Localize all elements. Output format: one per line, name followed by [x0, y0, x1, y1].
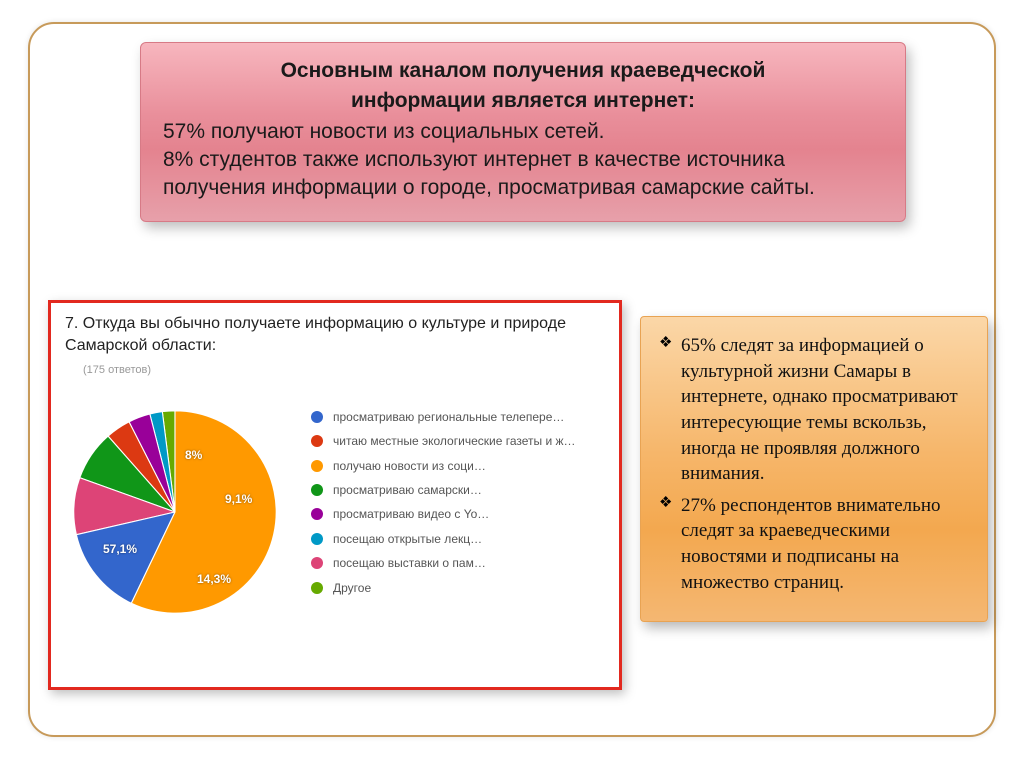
legend-swatch [311, 411, 323, 423]
chart-title: 7. Откуда вы обычно получаете информацию… [65, 313, 605, 358]
legend-item-other: Другое [311, 581, 605, 595]
right-bullet-item: 65% следят за информацией о культурной ж… [659, 333, 969, 487]
pie-wrap: 57,1%14,3%9,1%8% [65, 402, 295, 632]
legend-item-social: получаю новости из соци… [311, 459, 605, 473]
slide: Основным каналом получения краеведческой… [0, 0, 1024, 767]
legend-item-tv: просматриваю региональные телепере… [311, 410, 605, 424]
pie-chart-panel: 7. Откуда вы обычно получаете информацию… [48, 300, 622, 690]
legend-swatch [311, 557, 323, 569]
legend-label: просматриваю региональные телепере… [333, 410, 564, 424]
legend-swatch [311, 582, 323, 594]
right-bullets-panel: 65% следят за информацией о культурной ж… [640, 316, 988, 622]
legend-swatch [311, 533, 323, 545]
legend-label: получаю новости из соци… [333, 459, 486, 473]
legend-item-sites: просматриваю самарски… [311, 483, 605, 497]
legend-label: просматриваю видео с Yo… [333, 507, 489, 521]
legend-item-youtube: просматриваю видео с Yo… [311, 507, 605, 521]
right-bullets-list: 65% следят за информацией о культурной ж… [659, 333, 969, 595]
legend-swatch [311, 484, 323, 496]
legend-label: читаю местные экологические газеты и ж… [333, 434, 576, 448]
top-heading-line2: информации является интернет: [163, 87, 883, 115]
legend-item-lectures: посещаю открытые лекц… [311, 532, 605, 546]
top-info-panel: Основным каналом получения краеведческой… [140, 42, 906, 222]
top-panel-body: 57% получают новости из социальных сетей… [163, 118, 883, 203]
legend-label: посещаю открытые лекц… [333, 532, 482, 546]
top-heading-line1: Основным каналом получения краеведческой [163, 57, 883, 85]
pie-chart [65, 402, 285, 622]
legend-item-exhibit: посещаю выставки о пам… [311, 556, 605, 570]
legend-label: просматриваю самарски… [333, 483, 482, 497]
legend-swatch [311, 460, 323, 472]
chart-subtitle: (175 ответов) [83, 364, 605, 376]
legend-label: Другое [333, 581, 371, 595]
chart-body: 57,1%14,3%9,1%8% просматриваю региональн… [65, 402, 605, 632]
legend-swatch [311, 508, 323, 520]
legend-swatch [311, 435, 323, 447]
legend-label: посещаю выставки о пам… [333, 556, 486, 570]
legend-item-news: читаю местные экологические газеты и ж… [311, 434, 605, 448]
chart-legend: просматриваю региональные телепере… читаю… [295, 402, 605, 632]
right-bullet-item: 27% респондентов внимательно следят за к… [659, 493, 969, 596]
